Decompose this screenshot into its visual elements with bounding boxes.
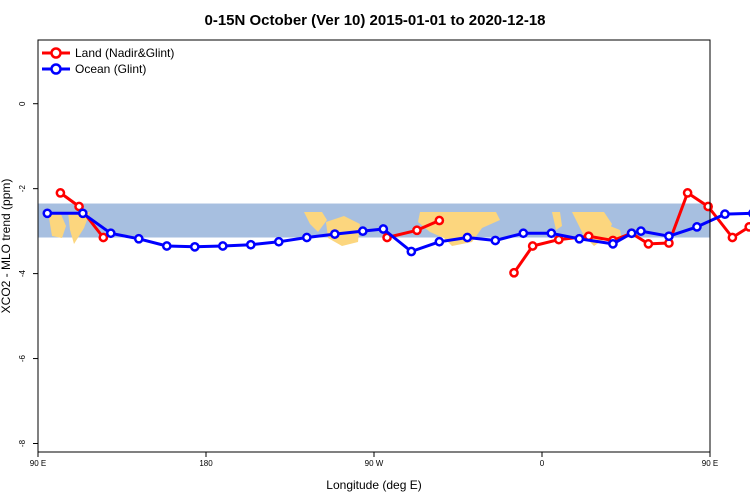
land-point [643,239,654,249]
y-axis: 0 -2 -4 -6 -8 [18,101,38,447]
ocean-point [574,233,585,244]
land-point [74,201,84,212]
land-point [682,188,693,198]
land-point [412,225,422,236]
ocean-point [378,224,389,234]
ocean-point [357,226,368,236]
legend-label-ocean: Ocean (Glint) [75,62,146,76]
land-point [55,188,66,198]
x-axis-label: Longitude (deg E) [326,478,421,492]
ocean-point [434,236,445,247]
ocean-point [518,228,529,239]
y-tick-label: 0 [18,101,27,106]
x-tick-label: 90 E [30,459,46,468]
ocean-point [462,232,473,243]
land-point [98,232,109,243]
ocean-point [217,241,228,251]
land-mass [48,212,66,238]
land-point [434,215,445,226]
chart-title: 0-15N October (Ver 10) 2015-01-01 to 202… [204,12,545,29]
ocean-point [189,241,200,252]
ocean-point [546,228,557,239]
y-tick-label: -4 [18,270,27,278]
y-tick-label: -6 [18,354,27,362]
ocean-point [406,246,417,257]
ocean-point [42,208,53,219]
ocean-point [636,226,646,236]
y-tick-label: -8 [18,439,27,447]
legend-marker-ocean [50,63,62,75]
ocean-point [664,231,674,242]
x-tick-label: 90 W [365,459,384,468]
x-tick-label: 180 [199,459,213,468]
y-axis-label: XCO2 - MLO trend (ppm) [0,179,13,314]
ocean-point [161,241,172,251]
land-point [744,222,750,232]
land-point [509,267,519,278]
legend: Land (Nadir&Glint) Ocean (Glint) [42,46,174,76]
ocean-point [329,229,340,239]
ocean-point [105,228,116,239]
x-tick-label: 0 [540,459,545,468]
ocean-point [490,235,501,246]
legend-label-land: Land (Nadir&Glint) [75,46,174,60]
y-tick-label: -2 [18,185,27,193]
land-mass [68,212,90,244]
ocean-point [608,239,618,249]
ocean-point [626,228,637,239]
land-point [527,241,538,251]
land-mass [304,212,327,232]
ocean-point [301,232,312,243]
ocean-point [77,208,88,219]
ocean-point [273,236,284,247]
ocean-point [692,222,702,232]
land-point [553,234,564,245]
ocean-point [133,233,144,244]
x-tick-label: 90 E [702,459,718,468]
land-point [703,201,713,212]
ocean-point [720,209,730,219]
x-axis: 90 E 180 90 W 0 90 E [30,452,718,468]
series-layer [42,188,750,278]
ocean-point [245,239,256,250]
land-point [727,232,738,243]
legend-marker-land [50,47,62,59]
land-mass [552,212,562,230]
